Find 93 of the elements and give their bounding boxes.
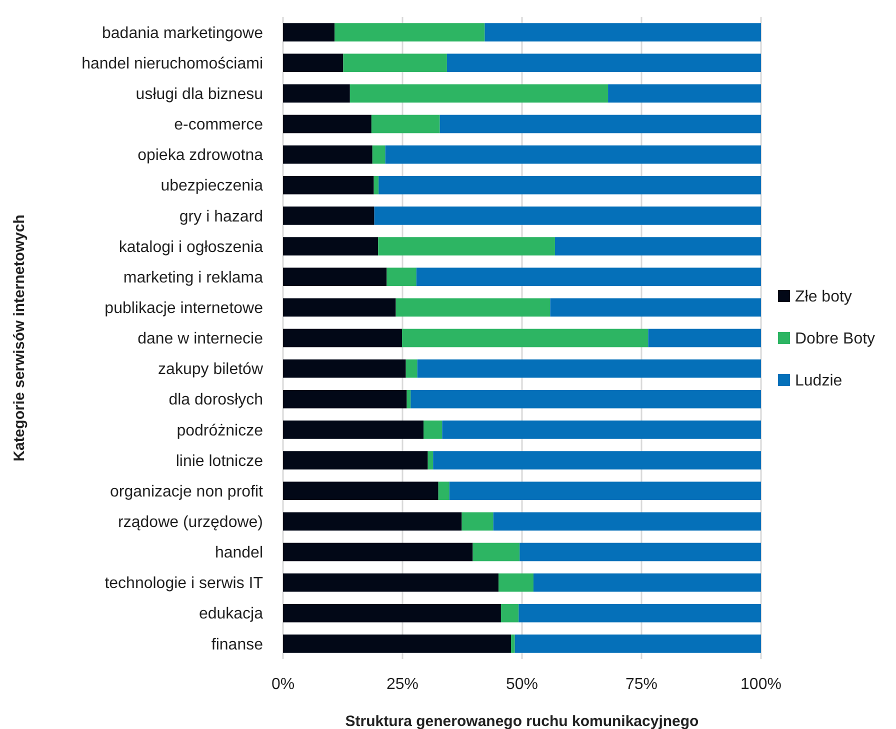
bar <box>533 573 761 592</box>
bar <box>550 298 761 317</box>
bar <box>283 359 406 378</box>
bar <box>520 542 761 562</box>
bar <box>514 634 761 653</box>
y-tick-label: zakupy biletów <box>158 361 264 378</box>
legend-label: Złe boty <box>795 288 852 306</box>
bar <box>283 114 372 134</box>
bar <box>428 451 434 470</box>
bar <box>283 206 374 225</box>
bar <box>378 176 761 194</box>
bar <box>378 237 555 256</box>
y-tick-label: dla dorosłych <box>168 392 263 409</box>
bar <box>417 359 761 378</box>
bar <box>283 23 335 42</box>
y-tick-label: organizacje non profit <box>110 483 264 500</box>
x-tick-label: 75% <box>625 676 658 693</box>
bar <box>283 237 378 256</box>
bar <box>283 482 438 500</box>
bar <box>446 54 761 72</box>
y-tick-label: podróżnicze <box>176 422 264 440</box>
y-tick-label: edukacja <box>198 606 264 623</box>
bar <box>283 298 396 317</box>
y-tick-label: handel nieruchomościami <box>82 55 263 72</box>
bar <box>283 451 428 470</box>
y-tick-label: katalogi i ogłoszenia <box>118 238 264 256</box>
bar <box>283 328 402 348</box>
x-tick-label: 50% <box>506 676 538 693</box>
bar <box>283 542 473 562</box>
bar <box>386 268 416 286</box>
y-tick-label: gry i hazard <box>179 208 263 226</box>
legend-label: Ludzie <box>795 372 842 390</box>
bar <box>433 451 761 470</box>
bar <box>498 573 534 592</box>
y-tick-label: usługi dla biznesu <box>136 86 263 104</box>
y-tick-label: badania marketingowe <box>102 24 264 42</box>
bar <box>648 328 761 348</box>
bar <box>283 145 372 164</box>
bar <box>518 604 761 622</box>
bar <box>402 328 648 348</box>
bar <box>350 84 608 103</box>
bar <box>374 206 761 225</box>
bar <box>424 420 442 439</box>
y-tick-label: linie lotnicze <box>176 452 264 470</box>
y-tick-label: opieka zdrowotna <box>138 147 264 164</box>
bar <box>438 482 450 500</box>
bar <box>283 634 512 653</box>
bar <box>374 176 379 194</box>
bar <box>283 176 374 194</box>
bar <box>511 634 515 653</box>
bar <box>484 23 761 42</box>
bar <box>608 84 761 103</box>
bar <box>410 390 761 408</box>
y-tick-label: ubezpieczenia <box>160 178 264 195</box>
bar <box>371 114 440 134</box>
bar <box>406 390 411 408</box>
legend-label: Dobre Boty <box>795 330 876 348</box>
y-tick-label: technologie i serwis IT <box>104 575 264 592</box>
y-tick-label: e-commerce <box>174 116 264 134</box>
x-tick-label: 0% <box>271 676 295 693</box>
bar <box>283 512 462 531</box>
bar <box>283 420 424 439</box>
x-tick-label: 100% <box>740 676 782 693</box>
bar <box>554 237 761 256</box>
y-axis-title: Kategorie serwisów internetowych <box>11 214 28 462</box>
bar <box>283 268 387 286</box>
bar <box>442 420 761 439</box>
y-tick-label: marketing i reklama <box>123 269 264 286</box>
bar <box>493 512 761 531</box>
y-tick-label: finanse <box>211 636 264 654</box>
bar <box>440 114 761 134</box>
y-tick-label: rządowe (urzędowe) <box>118 514 263 532</box>
bar <box>283 390 407 408</box>
y-tick-label: dane w internecie <box>138 330 264 348</box>
bar <box>283 54 344 72</box>
bar <box>416 268 761 286</box>
y-tick-label: publikacje internetowe <box>104 300 264 318</box>
bar <box>462 512 494 531</box>
bar <box>283 604 501 622</box>
bar <box>449 482 761 500</box>
bar <box>500 604 519 622</box>
bar <box>472 542 520 562</box>
bar <box>334 23 485 42</box>
y-tick-label: handel <box>214 544 263 562</box>
bar <box>385 145 761 164</box>
bar <box>343 54 447 72</box>
x-tick-label: 25% <box>386 676 419 693</box>
x-axis-title: Struktura generowanego ruchu komunikacyjnego <box>345 713 699 729</box>
bar <box>396 298 550 317</box>
bar <box>406 359 418 378</box>
bar <box>283 84 350 103</box>
bar <box>283 573 499 592</box>
bar <box>372 145 386 164</box>
